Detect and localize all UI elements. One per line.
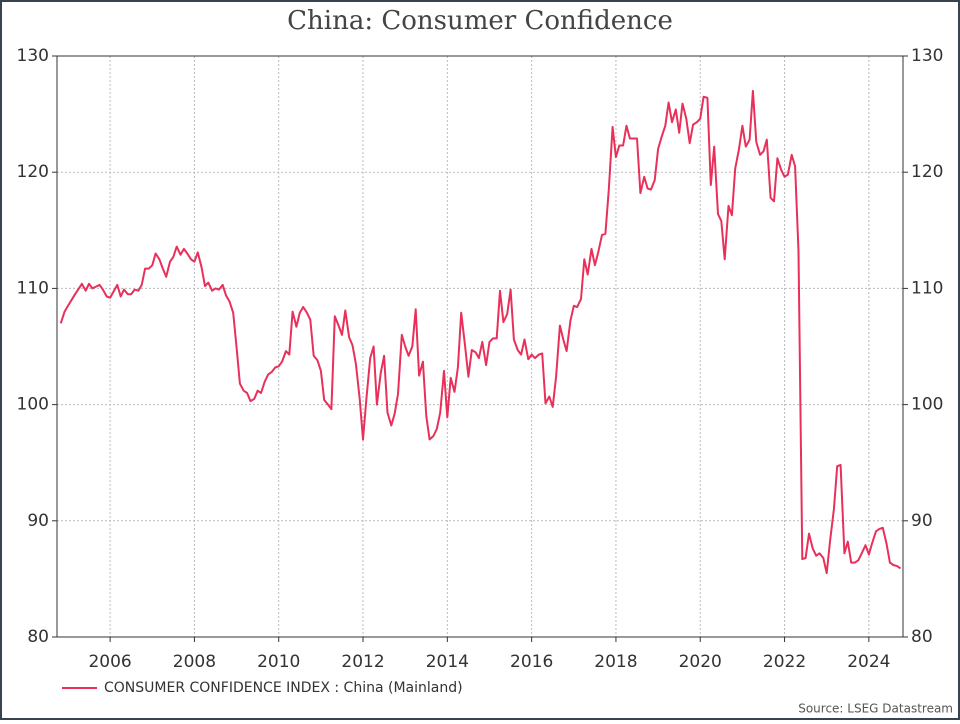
y-tick-label: 110 [17, 278, 49, 298]
x-tick-label: 2018 [594, 652, 637, 672]
y2-tick-label: 130 [911, 46, 943, 66]
x-tick-label: 2022 [763, 652, 806, 672]
y2-tick-label: 90 [911, 511, 933, 531]
y2-tick-label: 100 [911, 395, 943, 415]
x-tick-label: 2012 [341, 652, 384, 672]
x-tick-label: 2014 [426, 652, 469, 672]
plot-area [56, 55, 904, 638]
x-tick-label: 2016 [510, 652, 553, 672]
x-tick-label: 2008 [173, 652, 216, 672]
x-tick-label: 2006 [88, 652, 131, 672]
y2-tick-label: 80 [911, 627, 933, 647]
x-tick-label: 2024 [847, 652, 890, 672]
source-note: Source: LSEG Datastream [798, 702, 953, 716]
x-tick-label: 2020 [679, 652, 722, 672]
y-tick-label: 100 [17, 395, 49, 415]
legend-label: CONSUMER CONFIDENCE INDEX : China (Mainl… [104, 680, 463, 696]
y-tick-label: 90 [27, 511, 49, 531]
x-tick-label: 2010 [257, 652, 300, 672]
chart-title: China: Consumer Confidence [287, 6, 673, 36]
y-tick-label: 120 [17, 162, 49, 182]
y2-tick-label: 120 [911, 162, 943, 182]
y-tick-label: 80 [27, 627, 49, 647]
y2-tick-label: 110 [911, 278, 943, 298]
y-tick-label: 130 [17, 46, 49, 66]
data-line [59, 89, 902, 575]
